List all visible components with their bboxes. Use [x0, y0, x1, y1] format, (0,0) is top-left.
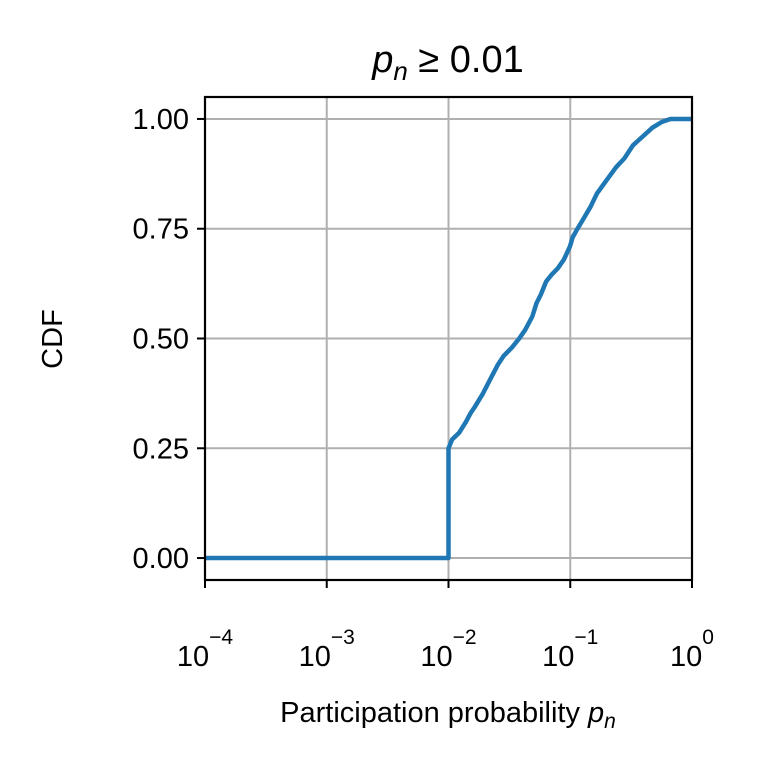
x-axis-label: Participation probability pn	[280, 697, 616, 733]
chart-title: pn ≥ 0.01	[371, 39, 524, 86]
y-tick-label: 0.00	[133, 543, 189, 575]
y-tick-label: 0.25	[133, 433, 189, 465]
x-tick-label: 10−3	[299, 626, 355, 673]
y-tick-label: 0.75	[133, 214, 189, 246]
series-layer	[205, 116, 692, 561]
y-axis-label: CDF	[37, 309, 69, 369]
cdf-line	[205, 116, 692, 561]
x-tick-label: 100	[670, 626, 714, 673]
x-tick-label: 10−1	[542, 626, 598, 673]
x-tick-label: 10−4	[177, 626, 234, 673]
y-tick-label: 1.00	[133, 104, 189, 136]
x-tick-label: 10−2	[420, 626, 476, 673]
tick-layer: 10−4 10−3 10−2 10−1 100 0.00 0.25 0.50 0.75 1.00	[133, 104, 714, 673]
y-tick-label: 0.50	[133, 324, 189, 356]
